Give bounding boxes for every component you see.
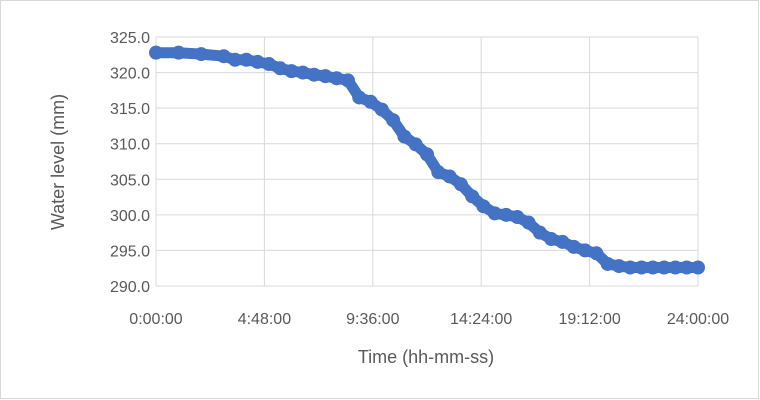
data-point [611, 259, 626, 274]
data-point [442, 169, 457, 184]
data-point [510, 209, 525, 224]
data-point [420, 147, 434, 162]
y-tick-label: 310.0 [110, 137, 150, 154]
y-tick-label: 315.0 [110, 101, 150, 118]
y-tick-label: 305.0 [110, 172, 150, 189]
x-tick-label: 4:48:00 [238, 311, 291, 328]
data-point [578, 243, 593, 258]
data-point [555, 234, 570, 249]
data-point [239, 52, 254, 67]
x-tick-label: 9:36:00 [346, 311, 399, 328]
data-point [408, 137, 423, 152]
data-point [634, 260, 649, 275]
y-tick-label: 290.0 [110, 279, 150, 296]
data-point [499, 207, 514, 222]
data-point [295, 65, 310, 80]
grid-lines [155, 36, 699, 287]
data-point [521, 215, 536, 230]
x-tick-label: 24:00:00 [667, 311, 729, 328]
data-point [386, 113, 401, 128]
data-point [250, 54, 265, 69]
data-point [284, 64, 299, 79]
data-point [216, 49, 231, 64]
x-axis-ticks: 0:00:00 4:48:00 9:36:00 14:24:00 19:12:00 24:… [129, 311, 729, 328]
data-point [679, 260, 694, 275]
data-point [374, 102, 389, 117]
data-point [352, 90, 367, 105]
x-tick-label: 0:00:00 [129, 311, 182, 328]
data-point [194, 47, 209, 62]
data-point [589, 246, 604, 261]
data-point [532, 225, 547, 240]
data-point [600, 256, 615, 271]
data-point [397, 129, 412, 144]
data-point [668, 260, 683, 275]
data-point [273, 61, 288, 76]
data-point [544, 232, 559, 247]
data-point [476, 199, 491, 214]
x-tick-label: 14:24:00 [450, 311, 512, 328]
y-axis-ticks: 290.0 295.0 300.0 305.0 310.0 315.0 320.0 325.0 [110, 30, 150, 296]
x-tick-label: 19:12:00 [558, 311, 620, 328]
data-point [318, 69, 333, 84]
data-point [431, 165, 446, 180]
data-point [645, 260, 660, 275]
y-tick-label: 325.0 [110, 30, 150, 47]
data-point [228, 52, 243, 67]
data-point [566, 239, 581, 254]
data-point [465, 189, 480, 204]
y-tick-label: 300.0 [110, 208, 150, 225]
y-tick-label: 295.0 [110, 243, 150, 260]
data-point [171, 45, 186, 60]
y-axis-title: Water level (mm) [48, 94, 68, 230]
data-point [363, 94, 378, 109]
data-point [623, 260, 638, 275]
data-point [657, 260, 672, 275]
data-point [149, 45, 163, 60]
data-point [453, 177, 468, 192]
data-point [329, 71, 344, 86]
data-point [340, 73, 355, 88]
data-point [307, 67, 322, 82]
x-axis-title: Time (hh-mm-ss) [358, 347, 494, 367]
y-tick-label: 320.0 [110, 66, 150, 83]
series-water-level [149, 45, 705, 275]
data-point [691, 260, 705, 275]
data-point [487, 206, 502, 221]
data-point [261, 57, 276, 72]
